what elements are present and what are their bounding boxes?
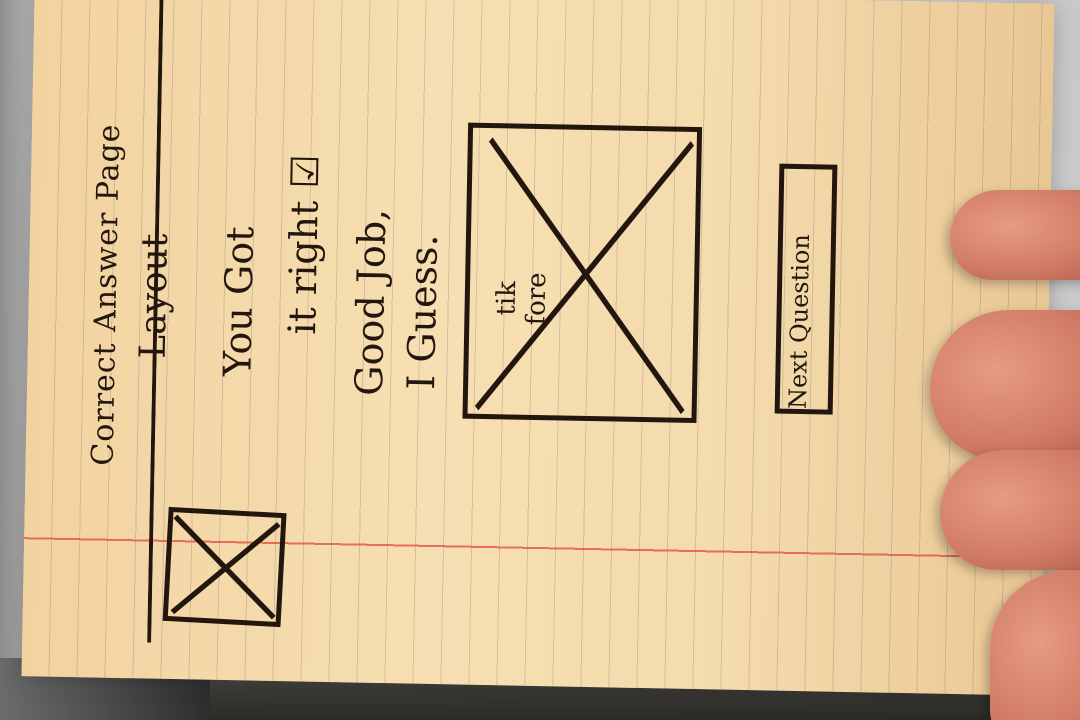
image-placeholder-x-icon — [474, 137, 695, 415]
page-title: Correct Answer Page — [85, 123, 128, 467]
next-question-button[interactable]: Next Question — [774, 163, 838, 415]
logo-placeholder-icon — [162, 506, 287, 628]
wireframe-sketch: Correct Answer Page Layout You Got it ri… — [21, 0, 1054, 696]
placeholder-x-icon — [170, 514, 281, 620]
message-line-3: Good Job, — [346, 208, 395, 397]
message-line-1: You Got — [215, 226, 263, 377]
image-placeholder-label: tik fore — [491, 272, 553, 326]
next-question-label: Next Question — [783, 233, 816, 410]
message-line-2: it right ☑ — [280, 154, 328, 335]
notebook-paper: Correct Answer Page Layout You Got it ri… — [21, 0, 1055, 696]
message-line-4: I Guess. — [399, 233, 447, 391]
image-placeholder: tik fore — [462, 122, 703, 424]
